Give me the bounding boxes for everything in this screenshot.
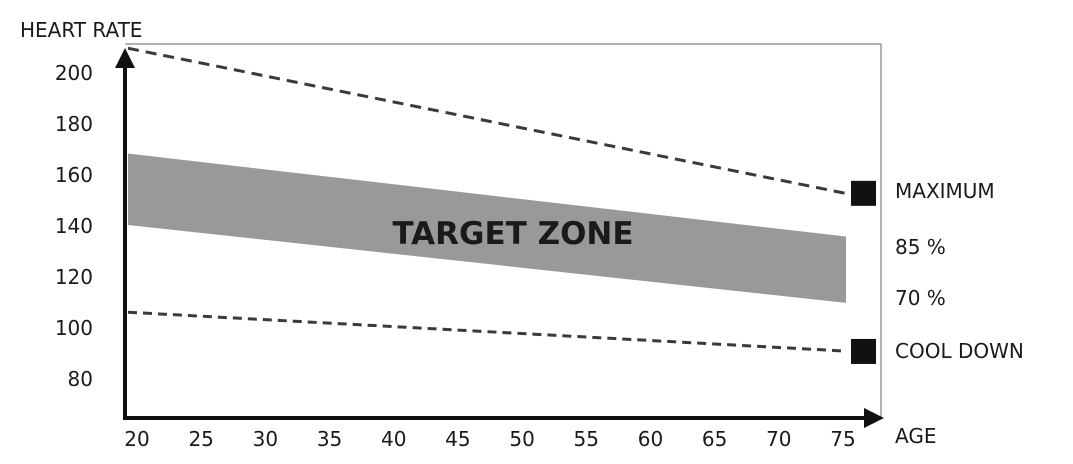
y-tick-label: 100: [55, 316, 93, 340]
x-tick-label: 60: [638, 427, 663, 451]
x-tick-label: 45: [445, 427, 470, 451]
cool-down-line: [127, 310, 847, 353]
x-axis-arrow: [864, 408, 884, 428]
x-tick-label: 40: [381, 427, 406, 451]
x-tick-label: 65: [702, 427, 727, 451]
x-tick-labels: 20 25 30 35 40 45 50 55 60 65 70 75: [124, 427, 855, 451]
x-tick-label: 25: [188, 427, 213, 451]
maximum-label: MAXIMUM: [895, 179, 995, 203]
x-axis-title: AGE: [895, 424, 936, 448]
target-zone-label: TARGET ZONE: [392, 216, 633, 252]
y-tick-labels: 200 180 160 140 120 100 80: [55, 61, 93, 391]
maximum-line: [127, 46, 847, 195]
y-axis-arrow: [115, 48, 135, 68]
x-tick-label: 50: [509, 427, 534, 451]
y-tick-label: 200: [55, 61, 93, 85]
y-axis-title: HEART RATE: [20, 18, 142, 42]
y-tick-label: 120: [55, 265, 93, 289]
maximum-marker: [851, 180, 876, 206]
x-tick-label: 20: [124, 427, 149, 451]
cool-down-label: COOL DOWN: [895, 339, 1024, 363]
y-tick-label: 140: [55, 214, 93, 238]
cool-down-marker: [851, 338, 876, 364]
x-tick-label: 35: [317, 427, 342, 451]
y-tick-label: 160: [55, 163, 93, 187]
x-tick-label: 55: [574, 427, 599, 451]
y-tick-label: 80: [68, 367, 93, 391]
target-zone-band: [128, 153, 846, 303]
y-tick-label: 180: [55, 112, 93, 136]
eighty-five-percent-label: 85 %: [895, 235, 946, 259]
seventy-percent-label: 70 %: [895, 286, 946, 310]
x-tick-label: 30: [253, 427, 278, 451]
x-tick-label: 75: [830, 427, 855, 451]
x-tick-label: 70: [766, 427, 791, 451]
